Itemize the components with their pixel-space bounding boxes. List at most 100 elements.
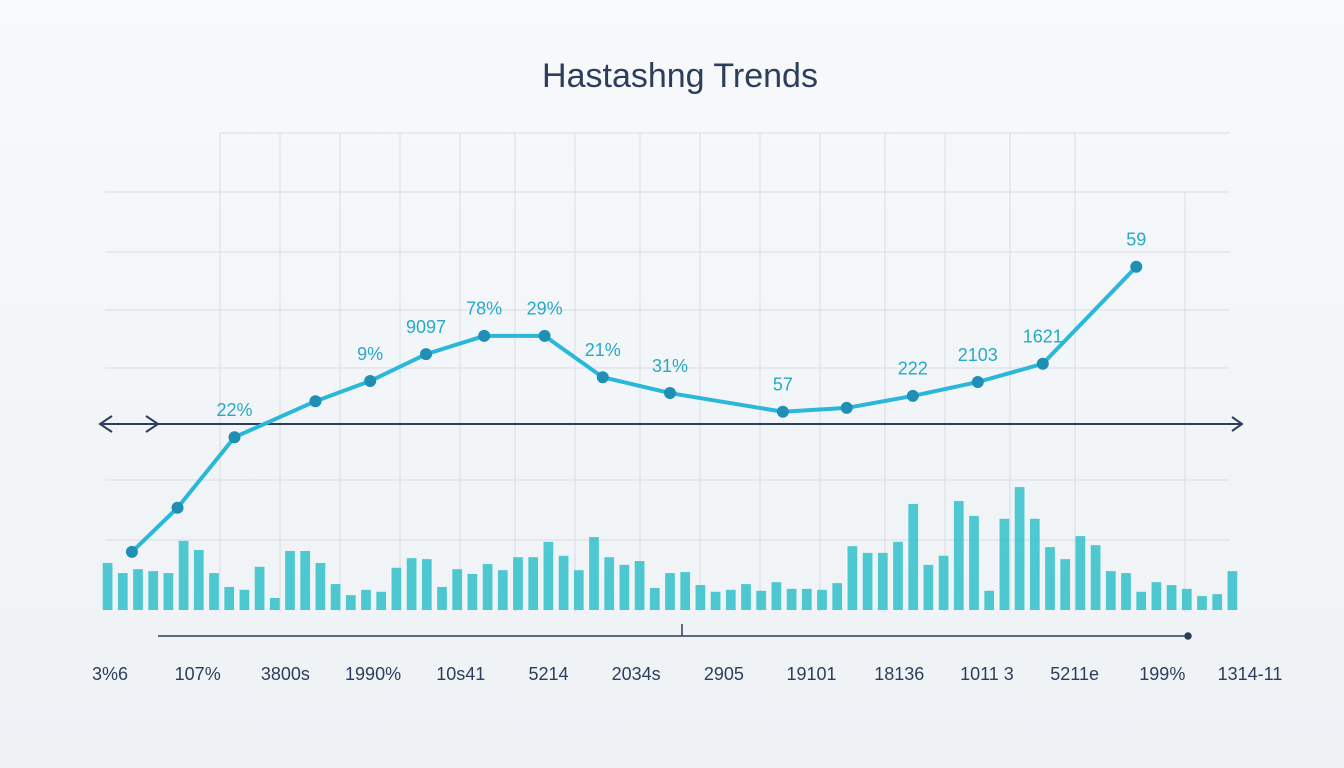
bar — [513, 557, 523, 610]
bar — [1181, 588, 1192, 610]
bar — [558, 555, 569, 610]
grid — [105, 132, 1230, 612]
bar — [285, 550, 295, 610]
bar — [528, 557, 539, 610]
bar — [391, 567, 402, 610]
bar — [406, 558, 417, 610]
x-tick-label: 1011 3 — [960, 664, 1014, 684]
axis-arrow — [98, 415, 1244, 433]
chart-title: Hastashng Trends — [542, 57, 818, 95]
bar — [847, 546, 858, 610]
annotation: 9% — [357, 344, 383, 364]
point — [596, 371, 609, 384]
point — [1130, 260, 1143, 273]
bar — [877, 552, 888, 610]
bar — [1060, 559, 1071, 610]
bar — [1045, 547, 1055, 610]
bar — [1105, 571, 1116, 610]
bar — [193, 550, 204, 610]
bar — [604, 557, 615, 610]
bar — [665, 573, 675, 610]
bar — [923, 564, 934, 610]
bar — [376, 591, 387, 610]
point — [309, 395, 322, 408]
x-axis — [158, 624, 1192, 640]
bar — [224, 586, 235, 610]
annotation: 57 — [773, 375, 793, 395]
bar — [801, 588, 812, 610]
x-tick-label: 199% — [1139, 664, 1185, 684]
bar — [938, 555, 949, 610]
x-tick-label: 18136 — [874, 664, 924, 684]
bar — [497, 570, 508, 610]
annotation: 222 — [898, 359, 928, 379]
bar — [482, 563, 493, 610]
point — [228, 431, 241, 444]
bar — [786, 588, 797, 610]
bar — [1014, 487, 1025, 610]
bar — [452, 569, 463, 610]
x-tick-label: 2034s — [612, 664, 661, 684]
bar — [710, 591, 721, 610]
bar — [817, 589, 827, 610]
bar — [1075, 536, 1086, 610]
bar — [1197, 596, 1207, 610]
bar — [421, 559, 432, 610]
bar — [680, 572, 691, 610]
point — [125, 545, 138, 558]
x-tick-label: 10s41 — [436, 664, 485, 684]
bar — [1227, 571, 1238, 610]
bar — [315, 562, 326, 610]
bar — [163, 573, 174, 610]
bar — [1029, 518, 1040, 610]
bar — [254, 566, 265, 610]
bar — [573, 570, 584, 610]
point — [364, 375, 377, 388]
bar — [117, 573, 128, 610]
annotation: 31% — [652, 356, 688, 376]
point — [1036, 357, 1049, 370]
bar — [1121, 573, 1131, 610]
bar — [209, 573, 219, 610]
annotation: 1621 — [1023, 327, 1063, 347]
bar — [771, 582, 782, 610]
x-tick-label: 2905 — [704, 664, 744, 684]
bar — [1212, 594, 1223, 610]
bar — [999, 518, 1010, 610]
bar — [543, 541, 554, 610]
bar — [102, 562, 113, 610]
bar — [437, 586, 447, 610]
bar — [269, 598, 280, 610]
bar — [133, 569, 143, 610]
bar — [1136, 591, 1147, 610]
bar — [1090, 545, 1101, 610]
bar — [741, 584, 751, 610]
x-tick-label: 1314-11 — [1218, 664, 1283, 684]
bar — [893, 541, 903, 610]
point — [664, 387, 676, 400]
bar — [725, 589, 736, 610]
x-tick-label: 3800s — [261, 664, 310, 684]
annotation: 9097 — [406, 317, 446, 337]
x-tick-label: 5214 — [528, 664, 568, 684]
bar — [148, 571, 159, 610]
bar — [756, 590, 767, 610]
trend-line — [130, 265, 1138, 554]
bar — [908, 503, 919, 610]
bar — [1166, 585, 1177, 610]
bar — [862, 552, 873, 610]
bar — [345, 595, 356, 610]
point — [538, 329, 551, 342]
x-tick-label: 1990% — [345, 664, 401, 684]
bar — [984, 590, 995, 610]
point — [171, 501, 184, 514]
point — [840, 401, 853, 414]
bar — [649, 587, 660, 610]
x-tick-label: 3%6 — [92, 664, 128, 684]
point — [478, 329, 491, 342]
bar — [330, 584, 341, 610]
point — [971, 376, 984, 388]
annotation: 21% — [585, 340, 621, 360]
x-tick-label: 5211e — [1050, 664, 1099, 684]
